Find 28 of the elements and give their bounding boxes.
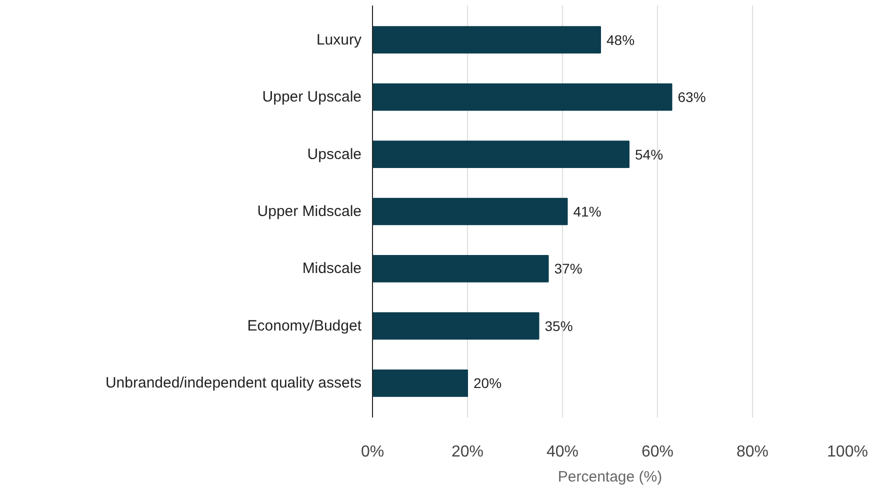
bar <box>372 198 568 226</box>
y-tick-label: Unbranded/independent quality assets <box>105 374 362 392</box>
data-label: 20% <box>474 375 502 392</box>
bar <box>372 140 630 168</box>
bar <box>372 83 672 111</box>
y-tick-label: Upper Midscale <box>257 203 362 220</box>
x-tick-label: 100% <box>827 444 868 460</box>
x-tick-label: 40% <box>546 444 579 460</box>
bar <box>372 26 601 54</box>
data-label: 63% <box>678 89 706 106</box>
x-axis-title: Percentage (%) <box>558 468 662 486</box>
x-tick-label: 20% <box>451 444 484 460</box>
data-label: 37% <box>554 260 582 277</box>
data-label: 48% <box>606 32 635 48</box>
y-tick-label: Upscale <box>307 146 362 163</box>
data-label: 54% <box>635 146 664 162</box>
bar <box>372 370 468 397</box>
y-tick-label: Midscale <box>302 260 362 278</box>
y-tick-label: Economy/Budget <box>247 317 362 334</box>
bar <box>372 255 549 282</box>
x-tick-label: 80% <box>736 444 769 460</box>
x-tick-label: 60% <box>641 444 674 460</box>
y-tick-label: Upper Upscale <box>262 88 362 106</box>
data-label: 41% <box>573 204 602 220</box>
data-label: 35% <box>544 318 573 334</box>
x-tick-label: 0% <box>360 444 384 460</box>
y-tick-label: Luxury <box>316 31 362 48</box>
bar <box>372 312 540 340</box>
